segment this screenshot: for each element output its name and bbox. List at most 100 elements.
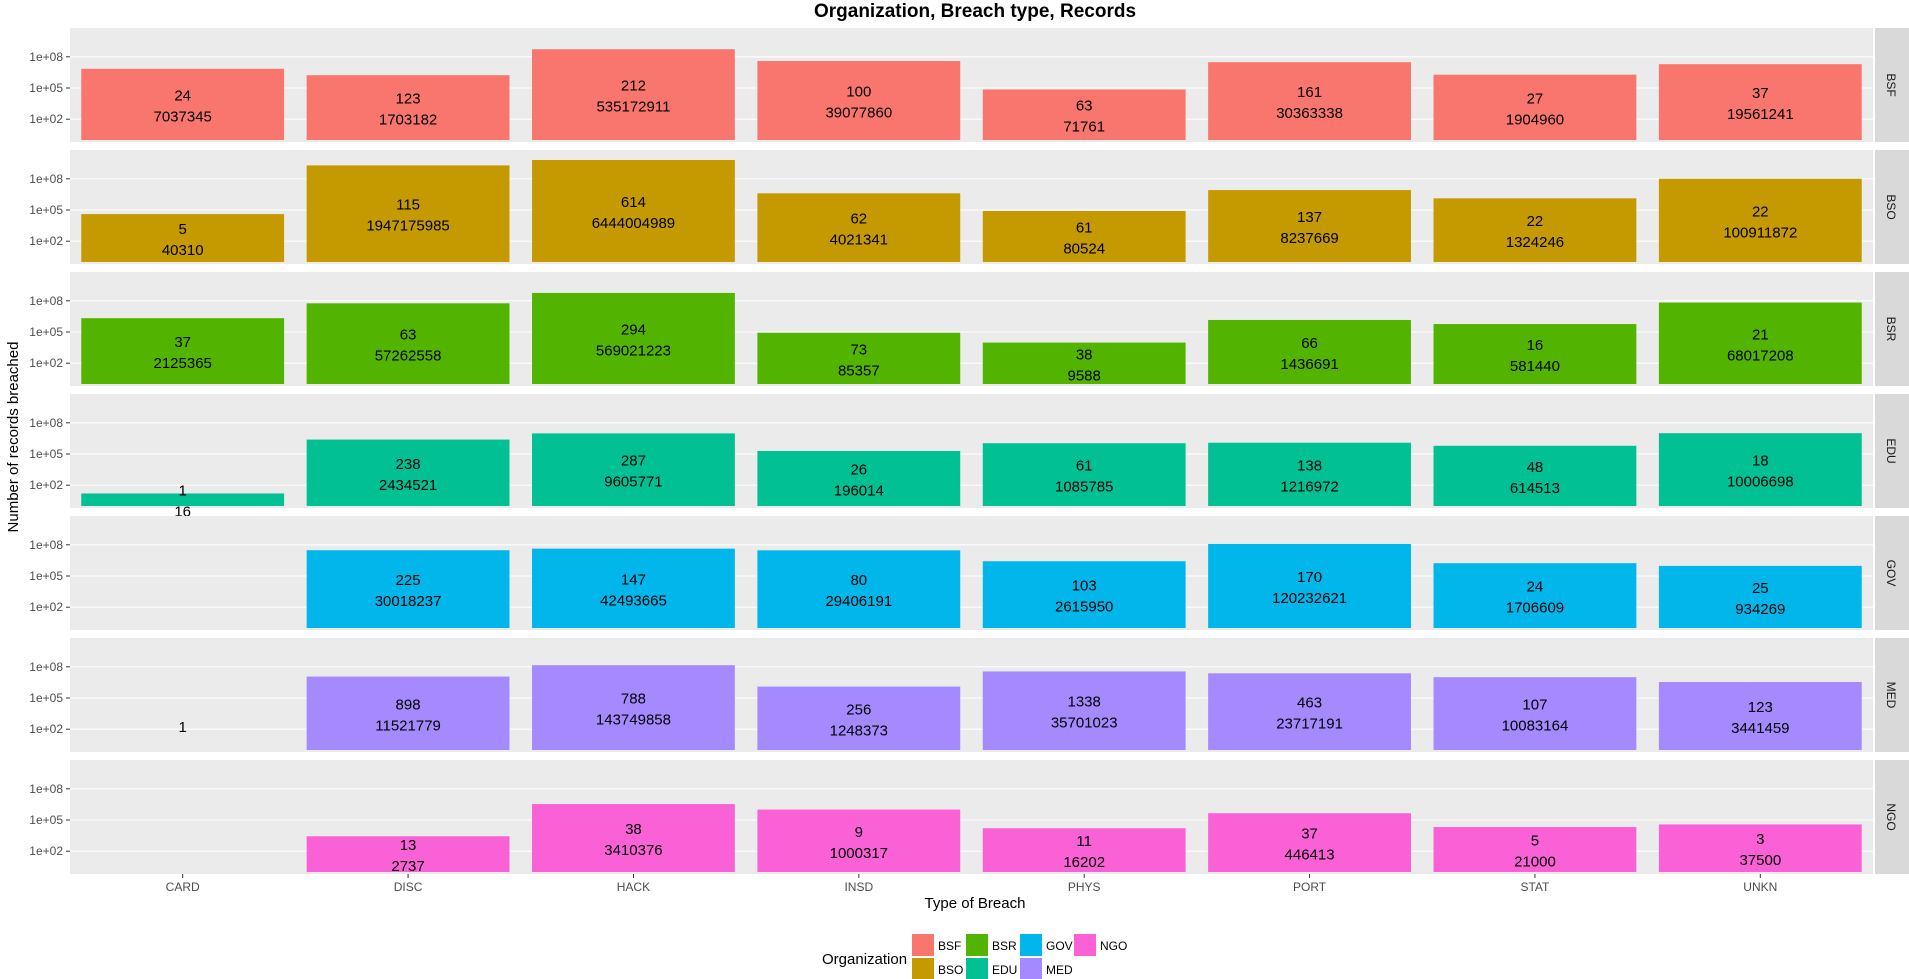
bar-records-label: 35701023 — [1051, 715, 1118, 732]
bar-records-label: 1000317 — [830, 845, 888, 862]
y-tick-label: 1e+05 — [29, 691, 63, 705]
bar-count-label: 256 — [846, 701, 871, 718]
bar-bsr-port — [1208, 319, 1411, 384]
panel-gov: 1e+02 1e+05 1e+08 GOV 225 30018237 147 42493665… — [29, 516, 1909, 630]
bar-count-label: 103 — [1072, 578, 1097, 595]
bar-bsf-hack — [532, 49, 735, 140]
bar-count-label: 225 — [396, 572, 421, 589]
bar-records-label: 11521779 — [375, 717, 441, 734]
legend-label: EDU — [992, 963, 1017, 977]
bar-count-label: 898 — [396, 696, 421, 713]
bar-med-stat — [1433, 677, 1637, 750]
bar-records-label: 39077860 — [825, 105, 892, 122]
y-tick-label: 1e+05 — [29, 81, 63, 95]
bar-records-label: 100911872 — [1723, 224, 1797, 241]
bar-count-label: 294 — [621, 321, 646, 338]
bar-records-label: 1706609 — [1506, 600, 1564, 617]
bar-ngo-disc — [306, 836, 510, 872]
bar-bsf-insd — [757, 61, 961, 141]
bar-records-label: 1904960 — [1506, 111, 1564, 128]
facet-strip — [1875, 272, 1909, 386]
bar-records-label: 29406191 — [825, 593, 892, 610]
bar-records-label: 30363338 — [1276, 105, 1343, 122]
bar-count-label: 170 — [1297, 569, 1322, 586]
bar-count-label: 1 — [179, 483, 187, 500]
bar-gov-disc — [306, 550, 510, 628]
bar-ngo-hack — [532, 804, 735, 872]
bar-count-label: 37 — [174, 334, 191, 351]
bar-records-label: 37500 — [1739, 852, 1781, 869]
bar-count-label: 27 — [1527, 90, 1544, 107]
legend-key-gov — [1020, 934, 1042, 956]
bar-gov-unkn — [1658, 565, 1862, 628]
bar-records-label: 120232621 — [1272, 590, 1347, 607]
bar-gov-stat — [1433, 563, 1637, 628]
y-tick-label: 1e+08 — [29, 172, 63, 186]
bar-bso-port — [1208, 190, 1411, 262]
bar-edu-port — [1208, 442, 1411, 506]
legend-key-bsr — [966, 934, 988, 956]
bar-records-label: 2615950 — [1055, 599, 1113, 616]
x-tick-label: DISC — [394, 880, 423, 894]
panel-ngo: 1e+02 1e+05 1e+08 NGO 13 2737 38 3410376 9 100031… — [29, 760, 1909, 875]
bar-med-insd — [757, 686, 961, 750]
bar-count-label: 138 — [1297, 457, 1322, 474]
facet-strip — [1875, 150, 1909, 264]
bar-records-label: 535172911 — [596, 99, 670, 116]
y-tick-label: 1e+08 — [29, 294, 63, 308]
bar-edu-insd — [757, 450, 961, 506]
bar-count-label: 63 — [400, 327, 417, 344]
x-tick-label: PORT — [1293, 880, 1327, 894]
bar-records-label: 446413 — [1285, 847, 1335, 864]
legend-label: BSF — [938, 939, 961, 953]
bar-bso-phys — [982, 210, 1186, 262]
bar-bsf-phys — [982, 89, 1186, 140]
bar-records-label: 1216972 — [1280, 478, 1338, 495]
y-tick-label: 1e+05 — [29, 813, 63, 827]
bar-count-label: 61 — [1076, 458, 1093, 475]
bar-count-label: 48 — [1527, 459, 1544, 476]
bar-records-label: 3410376 — [604, 842, 662, 859]
bar-count-label: 66 — [1301, 335, 1318, 352]
legend-key-ngo — [1074, 934, 1096, 956]
bar-records-label: 2737 — [391, 858, 424, 875]
bar-count-label: 3 — [1756, 831, 1764, 848]
bar-med-hack — [532, 665, 735, 750]
bar-count-label: 238 — [396, 456, 421, 473]
bar-count-label: 287 — [621, 453, 646, 470]
x-axis-ticks: CARD DISC HACK INSD PHYS PORT STAT UNKN — [166, 874, 1777, 894]
bar-records-label: 2434521 — [379, 477, 437, 494]
bar-count-label: 26 — [850, 461, 867, 478]
bar-records-label: 16202 — [1063, 854, 1105, 871]
bar-edu-phys — [982, 443, 1186, 506]
bar-records-label: 4021341 — [830, 232, 888, 249]
panel-bso: 1e+021e+051e+08BSO5403101151947175985614… — [29, 150, 1909, 264]
bar-ngo-stat — [1433, 827, 1637, 872]
bar-records-label: 30018237 — [375, 593, 442, 610]
bar-count-label: 11 — [1076, 833, 1092, 850]
bar-bsr-unkn — [1658, 302, 1862, 384]
bar-count-label: 1 — [179, 719, 187, 736]
y-tick-label: 1e+02 — [29, 356, 63, 370]
bar-records-label: 40310 — [162, 242, 204, 259]
bar-records-label: 23717191 — [1276, 716, 1343, 733]
y-tick-label: 1e+05 — [29, 447, 63, 461]
bar-bsr-insd — [757, 332, 961, 384]
bar-count-label: 63 — [1076, 98, 1093, 115]
y-tick-label: 1e+05 — [29, 569, 63, 583]
bar-count-label: 463 — [1297, 695, 1322, 712]
legend-title: Organization — [822, 951, 907, 968]
y-tick-label: 1e+08 — [29, 538, 63, 552]
bar-records-label: 1703182 — [379, 112, 437, 129]
bar-edu-stat — [1433, 445, 1637, 506]
bar-med-disc — [306, 676, 510, 750]
bar-records-label: 71761 — [1063, 119, 1105, 136]
legend-label: BSO — [938, 963, 963, 977]
bar-records-label: 68017208 — [1727, 347, 1794, 364]
legend-label: MED — [1046, 963, 1073, 977]
facet-label: NGO — [1884, 803, 1898, 830]
bar-count-label: 212 — [621, 78, 646, 95]
bar-bsf-disc — [306, 75, 510, 140]
legend-label: GOV — [1046, 939, 1073, 953]
